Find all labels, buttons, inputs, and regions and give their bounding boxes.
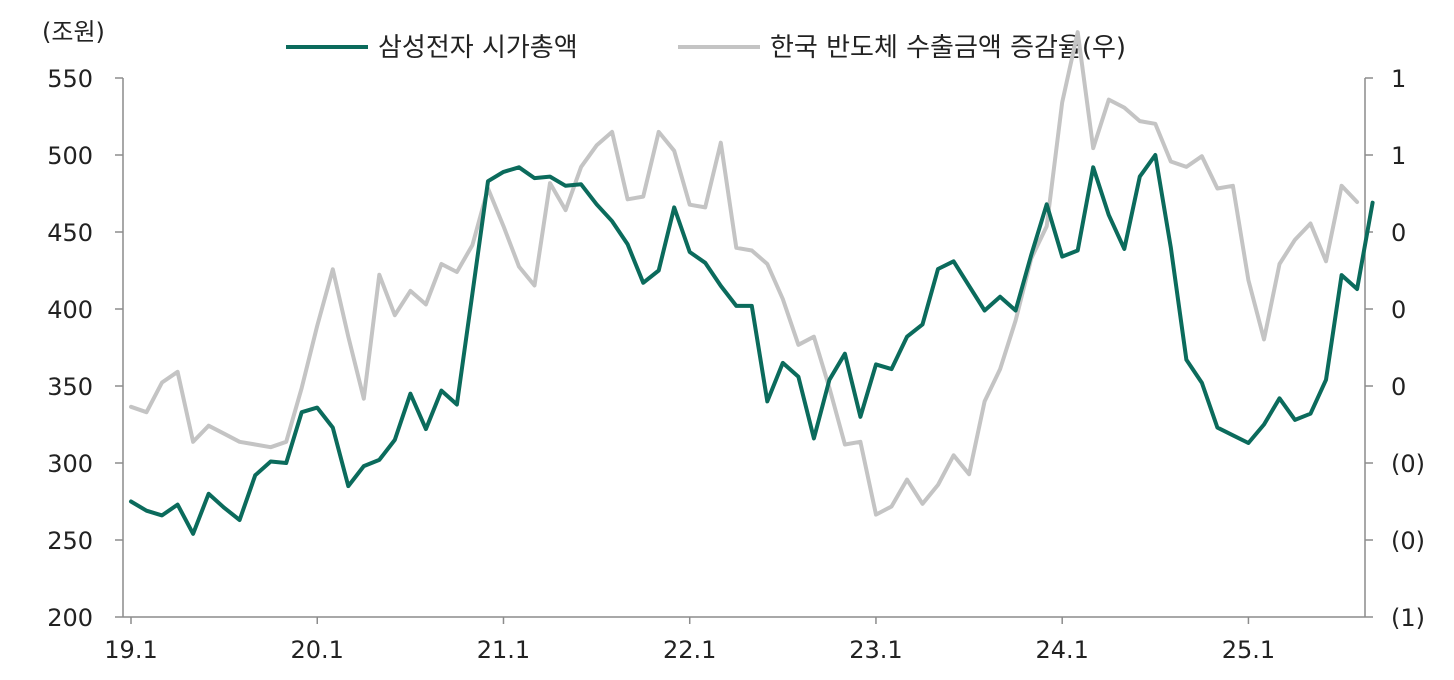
y-tick-label: 500 bbox=[47, 142, 93, 170]
x-tick-label: 21.1 bbox=[477, 636, 530, 664]
axes bbox=[115, 77, 1373, 624]
y-tick-label: 350 bbox=[47, 373, 93, 401]
legend-label-semis: 한국 반도체 수출금액 증감율(우) bbox=[770, 33, 1126, 63]
legend: 삼성전자 시가총액 한국 반도체 수출금액 증감율(우) bbox=[286, 33, 1126, 63]
y2-tick-label: 0 bbox=[1391, 296, 1406, 324]
legend-label-samsung: 삼성전자 시가총액 bbox=[378, 33, 578, 63]
y-tick-label: 550 bbox=[47, 65, 93, 93]
tick-labels: 550 500 450 400 350 300 250 200 1 1 0 0 0 (0) (0) (1) 19… bbox=[47, 65, 1425, 664]
y-tick-label: 450 bbox=[47, 219, 93, 247]
series-line-semis bbox=[129, 30, 1360, 517]
x-tick-label: 25.1 bbox=[1222, 636, 1275, 664]
y-tick-label: 250 bbox=[47, 527, 93, 555]
y2-tick-label: (0) bbox=[1391, 450, 1425, 478]
series-line-samsung bbox=[129, 153, 1375, 536]
x-tick-label: 20.1 bbox=[291, 636, 344, 664]
y2-tick-label: 0 bbox=[1391, 219, 1406, 247]
y2-tick-label: (1) bbox=[1391, 604, 1425, 632]
y2-tick-label: 1 bbox=[1391, 65, 1406, 93]
y-tick-label: 400 bbox=[47, 296, 93, 324]
y-tick-label: 200 bbox=[47, 604, 93, 632]
series-lines bbox=[129, 30, 1375, 536]
y2-tick-label: 0 bbox=[1391, 373, 1406, 401]
x-tick-label: 24.1 bbox=[1035, 636, 1088, 664]
y2-tick-label: (0) bbox=[1391, 527, 1425, 555]
y2-tick-label: 1 bbox=[1391, 142, 1406, 170]
x-tick-label: 23.1 bbox=[849, 636, 902, 664]
x-tick-label: 22.1 bbox=[663, 636, 716, 664]
y-axis-unit-label: (조원) bbox=[42, 18, 105, 46]
x-tick-label: 19.1 bbox=[104, 636, 157, 664]
y-tick-label: 300 bbox=[47, 450, 93, 478]
